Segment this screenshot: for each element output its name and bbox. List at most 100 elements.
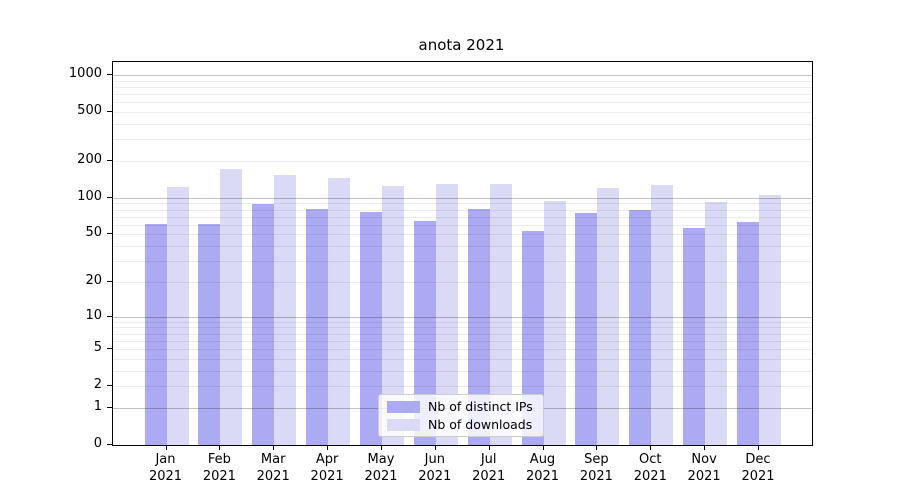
bar-downloads	[597, 188, 620, 445]
gridline-minor	[113, 340, 812, 342]
bar-distinct-ips	[629, 209, 652, 445]
gridline-minor	[113, 327, 812, 329]
gridline-minor	[113, 80, 812, 82]
gridline-major	[113, 316, 812, 318]
y-tick-label: 0	[93, 436, 102, 451]
y-axis-tick	[107, 348, 112, 349]
x-tick-label: Nov 2021	[687, 452, 721, 484]
legend: Nb of distinct IPs Nb of downloads	[378, 394, 544, 437]
gridline-minor	[113, 349, 812, 350]
y-tick-label: 2	[93, 377, 102, 393]
x-tick-label: Oct 2021	[633, 452, 667, 484]
x-tick-label: Aug 2021	[525, 452, 560, 484]
gridline-minor	[113, 261, 812, 263]
y-axis-tick	[107, 160, 112, 161]
x-axis-tick	[488, 445, 490, 450]
plot-area	[112, 61, 813, 446]
x-tick-label: Dec 2021	[741, 452, 775, 484]
gridline-minor	[113, 281, 812, 283]
bar-distinct-ips	[252, 204, 275, 445]
bar-downloads	[382, 186, 404, 445]
y-axis-tick	[107, 233, 112, 235]
bar-distinct-ips	[198, 224, 221, 445]
x-axis-tick	[650, 445, 652, 450]
bar-distinct-ips	[144, 224, 167, 445]
x-axis-tick	[219, 445, 221, 450]
bar-distinct-ips	[737, 222, 759, 445]
x-tick-label: Apr 2021	[310, 452, 344, 484]
y-tick-label: 50	[85, 225, 102, 241]
gridline-minor	[113, 86, 812, 88]
gridline-minor	[113, 112, 812, 114]
bar-distinct-ips	[575, 213, 598, 445]
gridline-minor	[113, 358, 812, 360]
legend-swatch-distinct-ips	[387, 400, 420, 413]
x-axis-tick	[704, 445, 706, 450]
x-axis-tick	[165, 445, 167, 450]
x-tick-label: Sep 2021	[579, 452, 613, 484]
y-tick-label: 200	[77, 152, 102, 167]
legend-swatch-downloads	[387, 418, 420, 431]
y-axis-tick	[107, 280, 112, 282]
bar-downloads	[274, 174, 297, 445]
legend-row-distinct-ips: Nb of distinct IPs	[387, 399, 535, 414]
x-tick-label: May 2021	[364, 452, 398, 484]
y-axis-tick	[107, 406, 112, 408]
gridline-major	[113, 75, 812, 76]
gridline-major	[113, 197, 812, 199]
gridline-minor	[113, 216, 812, 218]
y-tick-label: 1000	[68, 66, 102, 81]
gridline-minor	[113, 246, 812, 248]
x-axis-tick	[273, 445, 275, 450]
y-tick-label: 100	[77, 188, 102, 204]
gridline-minor	[113, 209, 812, 211]
y-tick-label: 1	[93, 398, 102, 414]
gridline-minor	[113, 124, 812, 125]
bar-downloads	[166, 186, 189, 445]
y-axis-tick	[107, 196, 112, 198]
bar-distinct-ips	[467, 209, 490, 445]
bar-distinct-ips	[360, 211, 382, 445]
x-axis-tick	[596, 445, 598, 450]
x-axis-tick	[542, 445, 544, 450]
y-axis-tick	[107, 74, 112, 75]
gridline-minor	[113, 203, 812, 205]
gridline-minor	[113, 94, 812, 96]
gridline-minor	[113, 224, 812, 226]
y-tick-label: 20	[85, 272, 102, 288]
bar-distinct-ips	[521, 231, 544, 445]
x-tick-label: Jun 2021	[418, 452, 452, 484]
legend-label-downloads: Nb of downloads	[428, 417, 533, 432]
bar-downloads	[651, 184, 674, 445]
x-tick-label: Feb 2021	[202, 452, 236, 484]
gridline-minor	[113, 370, 812, 372]
bar-distinct-ips	[306, 209, 329, 445]
gridline-minor	[113, 234, 812, 236]
x-axis-tick	[381, 445, 382, 450]
bar-downloads	[489, 183, 512, 445]
y-axis-tick	[107, 444, 112, 445]
x-tick-label: Jan 2021	[148, 452, 183, 484]
bar-distinct-ips	[683, 227, 706, 445]
gridline-minor	[113, 321, 812, 323]
gridline-minor	[113, 386, 812, 388]
x-axis-tick	[327, 445, 329, 450]
x-axis-tick	[758, 445, 759, 450]
x-tick-label: Jul 2021	[472, 452, 506, 484]
y-tick-label: 500	[77, 103, 102, 119]
x-axis-tick	[434, 445, 436, 450]
bar-downloads	[328, 178, 351, 445]
y-tick-label: 5	[93, 340, 102, 355]
bar-downloads	[705, 201, 728, 445]
chart-title: anota 2021	[418, 36, 505, 54]
y-axis-tick	[107, 111, 112, 113]
gridline-minor	[113, 139, 812, 141]
bar-downloads	[435, 183, 458, 445]
legend-label-distinct-ips: Nb of distinct IPs	[428, 399, 533, 414]
bar-downloads	[759, 195, 781, 445]
y-axis-tick	[107, 385, 112, 387]
x-tick-label: Mar 2021	[256, 452, 290, 484]
y-tick-label: 10	[85, 307, 102, 323]
gridline-minor	[113, 102, 812, 104]
